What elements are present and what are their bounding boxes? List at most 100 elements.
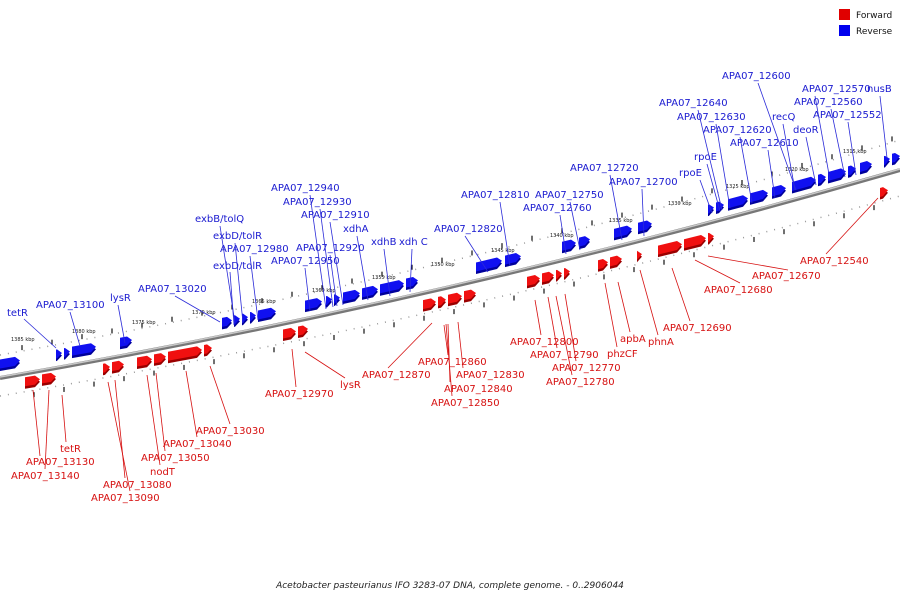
tick-label: 1330 kbp (668, 201, 692, 207)
backbone-shadow (0, 168, 900, 380)
reverse-gene-arrow (860, 160, 872, 172)
leader-line (715, 123, 731, 209)
legend: Forward Reverse (839, 9, 893, 37)
gene-label: APA07_13050 (141, 453, 210, 464)
leader-line (830, 108, 846, 178)
forward-gene-arrow (423, 298, 436, 310)
reverse-gene-arrow (728, 195, 748, 209)
tick-label: 1355 kbp (372, 275, 396, 281)
forward-gene-arrow (527, 275, 540, 286)
legend-forward-swatch (839, 9, 850, 20)
leader-line (499, 201, 511, 267)
gene-label: exbD/tolR (213, 231, 262, 242)
tick-label: 1335 kbp (609, 218, 633, 224)
gene-label: nodT (150, 467, 176, 478)
gene-label: xdhA (343, 224, 369, 235)
label-leader-lines (23, 82, 888, 492)
leader-line (291, 348, 297, 388)
forward-gene-arrow (610, 255, 622, 267)
leader-line (547, 296, 558, 349)
gene-label: APA07_13040 (163, 439, 232, 450)
forward-labels: APA07_13130 APA07_13140 tetR APA07_13080… (11, 256, 869, 504)
legend-reverse-label: Reverse (856, 27, 893, 37)
gene-label: APA07_12552 (813, 110, 882, 121)
leader-line (671, 267, 691, 322)
forward-gene-arrow (708, 232, 714, 243)
leader-line (107, 381, 131, 492)
forward-gene-arrow (298, 325, 308, 336)
gene-label: phzCF (607, 349, 638, 360)
leader-line (706, 163, 721, 212)
gene-label: APA07_13080 (103, 480, 172, 491)
gene-label: APA07_12910 (301, 210, 370, 221)
leader-line (847, 121, 857, 176)
reverse-gene-arrow (0, 356, 20, 369)
gene-label: APA07_13140 (11, 471, 80, 482)
genome-caption: Acetobacter pasteurianus IFO 3283-07 DNA… (275, 581, 624, 591)
forward-gene-arrow (112, 360, 124, 372)
forward-gene-arrow (564, 268, 570, 278)
gene-label: APA07_12870 (362, 370, 431, 381)
gene-label: APA07_12860 (418, 357, 487, 368)
leader-line (694, 259, 741, 284)
gene-label: APA07_13030 (196, 426, 265, 437)
reverse-gene-arrow (792, 176, 816, 191)
reverse-gene-arrow (258, 307, 276, 320)
forward-gene-arrow (542, 271, 554, 283)
leader-line (146, 374, 161, 466)
gene-label: lysR (110, 293, 131, 304)
reverse-gene-arrow (848, 165, 856, 176)
tick-label: 1320 kbp (785, 167, 809, 173)
reverse-gene-arrow (64, 347, 70, 358)
gene-label: APA07_12820 (434, 224, 503, 235)
reverse-gene-arrow (818, 173, 826, 184)
tick-label: 1385 kbp (11, 337, 35, 343)
gene-label: exbB/tolQ (195, 214, 244, 225)
reverse-gene-arrow (772, 184, 786, 197)
forward-gene-arrow (556, 269, 562, 280)
gene-label: APA07_12600 (722, 71, 791, 82)
leader-line (639, 269, 659, 336)
gene-label: rpoE (694, 152, 717, 163)
gene-label: lysR (340, 380, 361, 391)
leader-line (249, 255, 259, 321)
forward-gene-arrow (103, 363, 110, 373)
reverse-gene-arrow (476, 257, 502, 272)
gene-label: APA07_13100 (36, 300, 105, 311)
forward-gene-arrow (438, 296, 446, 306)
gene-label: APA07_12700 (609, 177, 678, 188)
forward-gene-arrow (598, 259, 608, 270)
tick-label: 1350 kbp (431, 262, 455, 268)
tick-label: 1375 kbp (132, 320, 156, 326)
leader-line (697, 109, 723, 211)
leader-line (155, 372, 166, 452)
gene-label: nusB (867, 84, 892, 95)
leader-line (329, 254, 338, 307)
leader-line (443, 324, 449, 356)
reverse-gene-arrow (234, 315, 240, 325)
leader-line (641, 188, 645, 237)
legend-forward-label: Forward (856, 11, 892, 21)
reverse-gene-arrow (406, 276, 418, 288)
leader-line (739, 136, 753, 204)
leader-line (555, 295, 573, 376)
gene-label: APA07_12930 (283, 197, 352, 208)
gene-label: APA07_12950 (271, 256, 340, 267)
gene-label: APA07_12570 (802, 84, 871, 95)
tick-label: 1340 kbp (550, 233, 574, 239)
reverse-gene-arrow (579, 236, 590, 247)
gene-label: APA07_12830 (456, 370, 525, 381)
leader-line (356, 235, 369, 301)
forward-gene-arrow (464, 289, 476, 301)
leader-line (304, 267, 311, 312)
tick-label: 1345 kbp (491, 248, 515, 254)
reverse-gene-arrow (120, 336, 132, 347)
gene-label: APA07_12680 (704, 285, 773, 296)
gene-label: apbA (620, 334, 646, 345)
gene-label: APA07_12840 (444, 384, 513, 395)
leader-line (825, 197, 879, 255)
leader-line (219, 225, 236, 324)
forward-gene-arrow (204, 344, 212, 354)
leader-line (234, 242, 244, 324)
